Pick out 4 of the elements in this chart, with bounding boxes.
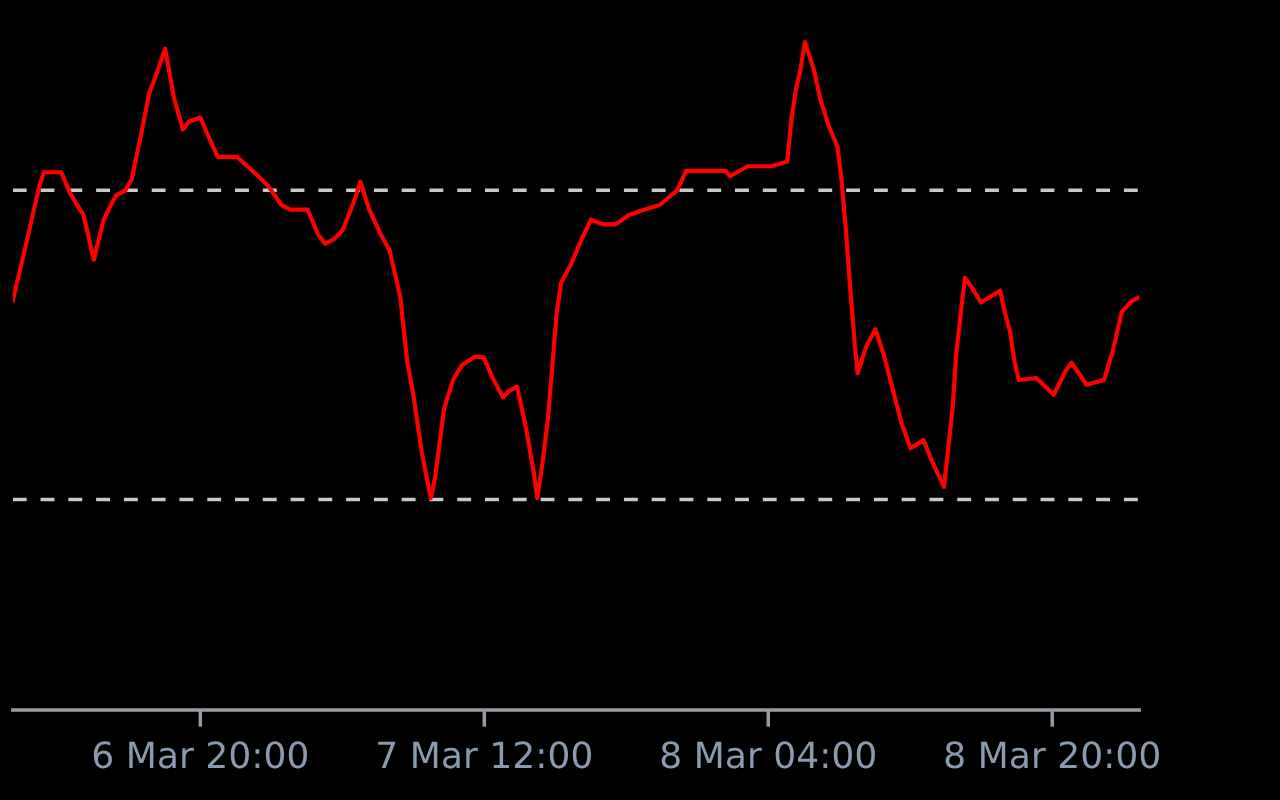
x-tick-label: 8 Mar 04:00: [661, 741, 875, 769]
x-tick-label: 6 Mar 20:00: [93, 741, 307, 769]
x-tick-label: 8 Mar 20:00: [945, 741, 1159, 769]
x-tick-label: 7 Mar 12:00: [378, 741, 591, 769]
